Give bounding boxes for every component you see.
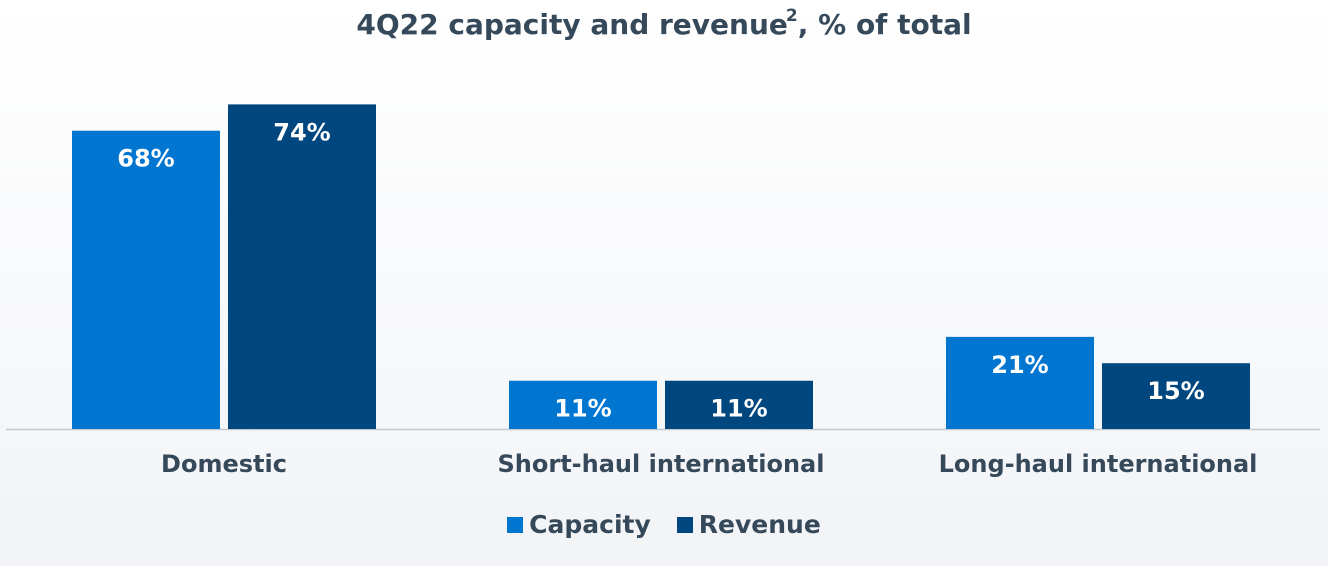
bar-capacity-long-haul-international[interactable]	[946, 336, 1094, 429]
category-label-short-haul-international: Short-haul international	[498, 450, 825, 478]
legend-item-capacity[interactable]: Capacity	[507, 510, 651, 539]
chart-title: 4Q22 capacity and revenue2, % of total	[0, 6, 1328, 41]
category-label-long-haul-international: Long-haul international	[939, 450, 1258, 478]
legend-label-capacity: Capacity	[529, 510, 651, 539]
data-label-capacity-short-haul-international: 11%	[554, 395, 611, 423]
legend-item-revenue[interactable]: Revenue	[676, 510, 821, 539]
data-label-capacity-long-haul-international: 21%	[991, 351, 1048, 379]
bar-revenue-long-haul-international[interactable]	[1102, 363, 1250, 429]
bar-revenue-short-haul-international[interactable]	[665, 380, 813, 429]
legend-swatch-revenue	[676, 516, 693, 533]
bar-capacity-domestic[interactable]	[72, 130, 220, 429]
legend: Capacity Revenue	[0, 510, 1328, 539]
data-label-revenue-long-haul-international: 15%	[1147, 377, 1204, 405]
bar-revenue-domestic[interactable]	[228, 104, 376, 430]
chart-title-suffix: , % of total	[797, 8, 972, 41]
bar-capacity-short-haul-international[interactable]	[509, 380, 657, 429]
legend-label-revenue: Revenue	[698, 510, 821, 539]
category-label-domestic: Domestic	[161, 450, 287, 478]
chart-title-text: 4Q22 capacity and revenue	[356, 8, 788, 41]
title-footnote: 2	[785, 6, 798, 26]
data-label-revenue-short-haul-international: 11%	[710, 395, 767, 423]
legend-swatch-capacity	[507, 516, 524, 533]
data-label-capacity-domestic: 68%	[117, 145, 174, 173]
data-label-revenue-domestic: 74%	[273, 118, 330, 146]
